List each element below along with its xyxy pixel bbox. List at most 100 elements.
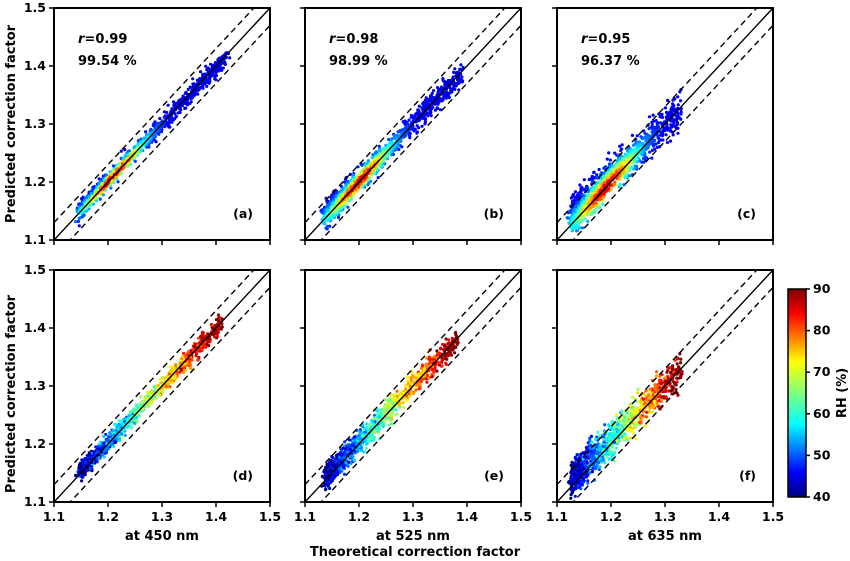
scatter-point: [87, 195, 91, 199]
scatter-point: [363, 163, 367, 167]
scatter-point: [121, 157, 125, 161]
scatter-point: [580, 226, 585, 230]
scatter-point: [400, 145, 404, 149]
scatter-point: [642, 129, 646, 133]
scatter-point: [376, 176, 380, 180]
scatter-point: [643, 155, 647, 159]
scatter-point: [88, 204, 92, 208]
scatter-point: [460, 80, 464, 84]
scatter-point: [669, 107, 673, 112]
scatter-point: [610, 164, 614, 168]
scatter-point: [580, 215, 584, 219]
scatter-point: [592, 191, 597, 195]
r-value: =0.95: [587, 32, 630, 47]
scatter-point: [105, 173, 109, 177]
dashed-bound-line: [54, 8, 255, 224]
scatter-point: [629, 150, 633, 154]
scatter-point: [453, 351, 457, 355]
scatter-point: [324, 487, 328, 491]
scatter-point: [100, 182, 104, 186]
scatter-point: [655, 133, 659, 137]
scatter-point: [616, 168, 620, 172]
scatter-point: [669, 119, 673, 123]
scatter-point: [194, 354, 198, 358]
scatter-point: [579, 207, 583, 211]
scatter-point: [359, 170, 364, 174]
scatter-point: [151, 123, 155, 127]
scatter-point: [640, 152, 644, 156]
scatter-point: [113, 423, 117, 427]
scatter-point: [591, 205, 595, 209]
scatter-point: [193, 345, 197, 349]
scatter-point: [589, 189, 594, 193]
y-tick-label: 1.4: [24, 320, 46, 335]
scatter-point: [343, 201, 347, 205]
scatter-point: [346, 464, 350, 468]
scatter-point: [570, 229, 574, 233]
scatter-point: [166, 383, 170, 387]
scatter-point: [625, 152, 629, 156]
colorbar-gradient: [787, 288, 807, 498]
scatter-point: [322, 221, 326, 225]
scatter-point: [612, 174, 616, 178]
scatter-point: [158, 378, 162, 382]
scatter-point: [178, 107, 182, 111]
scatter-point: [587, 193, 591, 197]
scatter-point: [116, 164, 120, 168]
scatter-point: [664, 115, 668, 119]
scatter-point: [599, 197, 603, 201]
scatter-point: [602, 180, 607, 185]
scatter-point: [83, 470, 87, 474]
scatter-point: [457, 88, 461, 92]
scatter-point: [651, 113, 655, 117]
scatter-point: [429, 110, 433, 114]
scatter-point: [181, 370, 186, 375]
scatter-point: [409, 376, 413, 380]
scatter-point: [662, 129, 667, 133]
scatter-point: [170, 117, 174, 121]
scatter-point: [182, 96, 186, 100]
scatter-point: [189, 350, 193, 354]
scatter-point: [669, 123, 673, 127]
scatter-point: [213, 77, 217, 81]
scatter-point: [114, 440, 118, 444]
scatter-point: [139, 149, 144, 153]
percent-annotation: 96.37 %: [581, 54, 640, 69]
scatter-point: [352, 192, 356, 196]
scatter-point: [174, 114, 178, 119]
scatter-point: [343, 180, 347, 184]
panel-label: (b): [484, 206, 504, 221]
scatter-point: [453, 87, 457, 91]
scatter-point: [212, 335, 217, 339]
scatter-point: [620, 143, 624, 147]
scatter-point: [161, 389, 165, 393]
scatter-point: [624, 155, 629, 159]
scatter-point: [668, 139, 673, 143]
scatter-point: [335, 191, 339, 195]
one-to-one-line: [305, 8, 521, 240]
scatter-point: [88, 467, 92, 471]
scatter-point: [102, 178, 106, 182]
scatter-point: [173, 102, 177, 107]
scatter-point: [214, 330, 219, 334]
scatter-point: [665, 140, 670, 145]
scatter-point: [617, 177, 621, 181]
scatter-point: [136, 143, 140, 147]
percent-annotation: 99.54 %: [78, 54, 137, 69]
scatter-point: [365, 422, 369, 426]
scatter-point: [139, 395, 143, 399]
scatter-point: [406, 122, 410, 126]
panel-e: 1.1 1.2 1.3 1.4 1.5(e)at 525 nm: [294, 269, 532, 544]
scatter-point: [409, 115, 413, 119]
scatter-point: [356, 185, 360, 189]
scatter-point: [621, 161, 625, 165]
scatter-point: [356, 165, 360, 169]
scatter-point: [198, 70, 203, 74]
scatter-point: [618, 156, 622, 160]
scatter-point: [650, 156, 654, 160]
scatter-point: [383, 162, 387, 166]
scatter-point: [424, 96, 428, 100]
scatter-point: [342, 472, 347, 476]
